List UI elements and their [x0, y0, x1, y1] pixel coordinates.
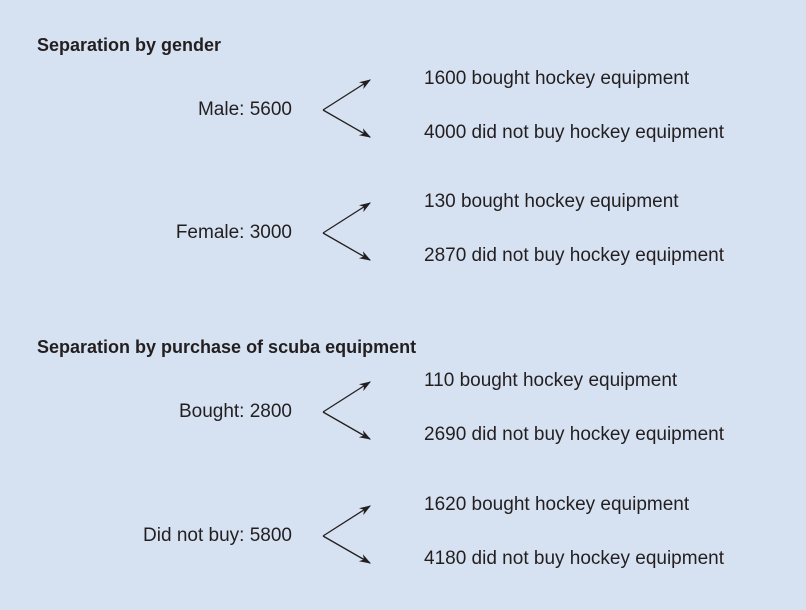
- group-label: Did not buy: 5800: [143, 525, 292, 546]
- arrow: [322, 381, 371, 413]
- branch-label: 2870 did not buy hockey equipment: [424, 245, 725, 266]
- branch-label: 130 bought hockey equipment: [424, 191, 679, 212]
- branch-label: 110 bought hockey equipment: [424, 370, 678, 391]
- branch-label: 4000 did not buy hockey equipment: [424, 122, 725, 143]
- arrow: [322, 79, 371, 111]
- branch-label: 1620 bought hockey equipment: [424, 494, 690, 515]
- arrow: [322, 505, 371, 537]
- branch-label: 2690 did not buy hockey equipment: [424, 424, 725, 445]
- arrow: [322, 411, 372, 440]
- arrow: [322, 232, 372, 261]
- arrow: [322, 109, 372, 138]
- arrow: [322, 202, 371, 234]
- branch-label: 1600 bought hockey equipment: [424, 68, 690, 89]
- group-label: Bought: 2800: [179, 401, 292, 422]
- group-label: Female: 3000: [176, 222, 292, 243]
- section-title: Separation by gender: [37, 35, 221, 55]
- section-title: Separation by purchase of scuba equipmen…: [37, 337, 416, 357]
- group-label: Male: 5600: [198, 99, 292, 120]
- branch-label: 4180 did not buy hockey equipment: [424, 548, 725, 569]
- arrow: [322, 535, 372, 564]
